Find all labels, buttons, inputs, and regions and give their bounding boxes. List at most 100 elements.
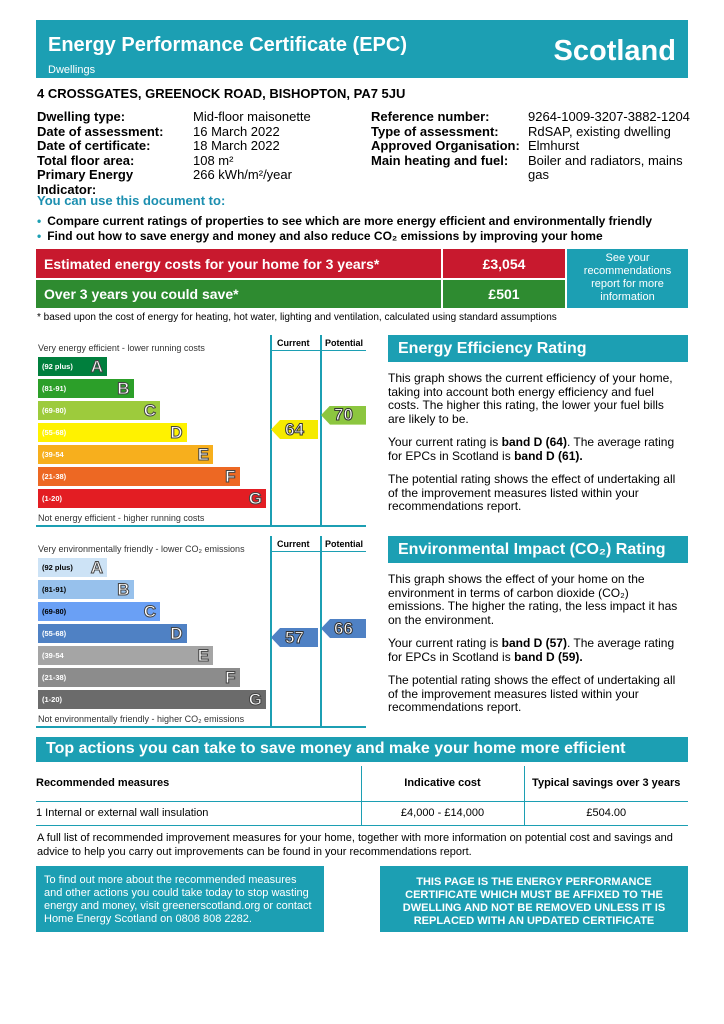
detail-value: 108 m² (193, 152, 234, 168)
detail-label: Total floor area: (37, 152, 135, 168)
page-subtitle: Dwellings (48, 64, 96, 76)
band-letter: E (197, 444, 209, 464)
band-letter: B (117, 378, 130, 398)
band-bar-e: (39-54 E (38, 645, 213, 665)
detail-label: Dwelling type: (37, 109, 126, 124)
current-rating-arrow: 64 (271, 420, 318, 439)
potential-header: Potential (325, 539, 364, 549)
chart-bottom-caption: Not environmentally friendly - higher CO… (38, 714, 245, 724)
cost-cell: £4,000 - £14,000 (360, 800, 524, 826)
band-range: (39-54 (42, 651, 64, 660)
use-list: Compare current ratings of properties to… (37, 214, 652, 244)
band-bar-g: (1-20) G (38, 689, 266, 709)
detail-label: Date of assessment: (37, 123, 164, 139)
eer-rating-text: Your current rating is band D (64). The … (388, 435, 675, 463)
measure-cell: 1 Internal or external wall insulation (36, 800, 361, 826)
band-letter: D (170, 623, 183, 643)
band-letter: G (248, 488, 262, 508)
details-right-labels: Reference number: Type of assessment: Appr… (371, 109, 526, 168)
band-range: (69-80) (42, 607, 67, 616)
col-cost: Indicative cost (360, 766, 524, 801)
region-label: Scotland (553, 35, 676, 67)
more-info-box: To find out more about the recommended m… (36, 866, 324, 932)
top-actions-title: Top actions you can take to save money a… (36, 737, 688, 762)
band-range: (21-38) (42, 472, 67, 481)
band-bar-d: (55-68) D (38, 623, 187, 643)
details-left-labels: Dwelling type: Date of assessment: Date of… (37, 109, 187, 197)
band-letter: D (170, 422, 183, 442)
full-list-note: A full list of recommended improvement m… (37, 832, 673, 858)
chart-top-caption: Very energy efficient - lower running co… (38, 343, 205, 353)
environmental-impact-panel: Environmental Impact (CO₂) Rating This g… (388, 536, 688, 715)
band-bar-f: (21-38) F (38, 667, 240, 687)
band-bar-a: (92 plus) A (38, 356, 107, 376)
detail-value: 9264-1009-3207-3882-1204 (528, 109, 690, 124)
col-savings: Typical savings over 3 years (523, 766, 688, 801)
estimated-cost-label: Estimated energy costs for your home for… (36, 249, 441, 278)
header-rule (270, 350, 366, 351)
eir-potential-text: The potential rating shows the effect of… (388, 673, 676, 714)
recommendations-table: Recommended measures Indicative cost Typic… (36, 766, 688, 826)
band-letter: F (225, 466, 236, 486)
detail-label: Approved Organisation: (371, 138, 520, 153)
detail-value: Boiler and radiators, mains gas (528, 152, 683, 182)
page-title: Energy Performance Certificate (EPC) (48, 34, 408, 56)
potential-rating-arrow: 66 (321, 619, 366, 638)
band-range: (81-91) (42, 384, 67, 393)
detail-label: Primary Energy Indicator: (37, 167, 134, 197)
detail-label: Main heating and fuel: (371, 152, 509, 168)
detail-value: Elmhurst (528, 138, 580, 153)
band-bar-b: (81-91) B (38, 579, 134, 599)
band-range: (92 plus) (42, 563, 73, 572)
savings-value: £501 (443, 280, 565, 308)
eer-potential-text: The potential rating shows the effect of… (388, 472, 676, 513)
energy-efficiency-chart: Very energy efficient - lower running co… (36, 335, 366, 527)
band-letter: A (90, 356, 103, 376)
detail-value: RdSAP, existing dwelling (528, 123, 671, 139)
band-bar-a: (92 plus) A (38, 557, 107, 577)
band-range: (21-38) (42, 673, 67, 682)
savings-label: Over 3 years you could save* (36, 280, 441, 308)
eer-text: This graph shows the current efficiency … (388, 371, 673, 426)
current-header: Current (277, 539, 310, 549)
column-divider (320, 335, 322, 525)
col-measures: Recommended measures (36, 777, 170, 790)
cost-footnote: * based upon the cost of energy for heat… (37, 312, 557, 323)
band-range: (92 plus) (42, 362, 73, 371)
potential-rating-arrow: 70 (321, 405, 366, 425)
band-range: (39-54 (42, 450, 64, 459)
column-divider (270, 536, 272, 726)
detail-value: Mid-floor maisonette (193, 109, 311, 124)
table-row: 1 Internal or external wall insulation £4… (36, 800, 688, 826)
band-range: (81-91) (42, 585, 67, 594)
band-range: (1-20) (42, 695, 63, 704)
band-bar-b: (81-91) B (38, 378, 134, 398)
band-bar-e: (39-54 E (38, 444, 213, 464)
certificate-notice: THIS PAGE IS THE ENERGY PERFORMANCE CERT… (380, 866, 688, 932)
potential-header: Potential (325, 338, 364, 348)
band-bar-c: (69-80) C (38, 601, 160, 621)
band-letter: G (248, 689, 262, 709)
detail-label: Date of certificate: (37, 138, 151, 153)
column-divider (320, 536, 322, 726)
band-range: (1-20) (42, 494, 63, 503)
detail-value: 18 March 2022 (193, 138, 280, 153)
estimated-cost-value: £3,054 (443, 249, 565, 278)
use-heading: You can use this document to: (37, 193, 226, 208)
band-letter: A (90, 557, 103, 577)
use-item: Find out how to save energy and money an… (37, 229, 652, 244)
detail-value: 266 kWh/m²/year (193, 167, 292, 182)
header-banner: Energy Performance Certificate (EPC) Dwe… (36, 20, 688, 78)
band-bar-g: (1-20) G (38, 488, 266, 508)
energy-efficiency-panel: Energy Efficiency Rating This graph show… (388, 335, 688, 514)
band-letter: E (197, 645, 209, 665)
band-letter: C (143, 400, 156, 420)
band-range: (55-68) (42, 428, 67, 437)
detail-value: 16 March 2022 (193, 123, 280, 139)
eer-title: Energy Efficiency Rating (388, 335, 688, 362)
detail-label: Type of assessment: (371, 123, 499, 139)
eir-rating-text: Your current rating is band D (57). The … (388, 636, 675, 664)
current-rating-arrow: 57 (271, 628, 318, 647)
see-recommendations-box: See your recommendations report for more… (567, 249, 688, 308)
band-letter: F (225, 667, 236, 687)
